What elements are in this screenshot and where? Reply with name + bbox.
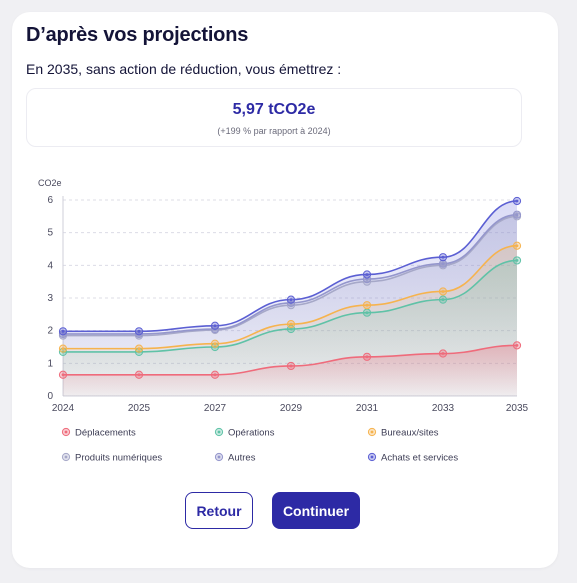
data-point-core xyxy=(441,255,445,259)
legend-marker-core xyxy=(64,455,68,459)
data-point-core xyxy=(137,329,141,333)
y-tick-label: 2 xyxy=(47,326,53,337)
legend-marker-core xyxy=(64,430,68,434)
data-point-core xyxy=(289,298,293,302)
result-comparison: (+199 % par rapport à 2024) xyxy=(217,126,331,136)
data-point-core xyxy=(515,343,519,347)
data-point-core xyxy=(289,364,293,368)
y-tick-label: 0 xyxy=(47,391,53,402)
y-tick-label: 3 xyxy=(47,293,53,304)
legend-marker-core xyxy=(370,455,374,459)
data-point-core xyxy=(365,355,369,359)
data-point-core xyxy=(441,290,445,293)
data-point-core xyxy=(213,342,217,346)
page-subtitle: En 2035, sans action de réduction, vous … xyxy=(26,61,342,77)
data-point-core xyxy=(365,273,369,276)
data-point-core xyxy=(365,311,369,315)
data-point-core xyxy=(137,347,141,351)
data-point-core xyxy=(441,262,445,266)
x-tick-label: 2027 xyxy=(204,403,227,414)
data-point-core xyxy=(441,352,445,355)
data-point-core xyxy=(137,373,141,377)
data-point-core xyxy=(61,347,65,351)
data-point-core xyxy=(515,259,519,262)
area-d-placements xyxy=(63,345,517,396)
data-point-core xyxy=(289,322,293,326)
legend-label-deplacements: Déplacements xyxy=(75,428,136,439)
y-tick-label: 6 xyxy=(47,195,53,206)
y-tick-label: 4 xyxy=(47,260,53,271)
data-point-core xyxy=(213,373,217,377)
legend-label-produits-numeriques: Produits numériques xyxy=(75,453,162,464)
x-tick-label: 2025 xyxy=(128,403,151,414)
page-title: D’après vos projections xyxy=(26,24,249,46)
data-point-core xyxy=(515,213,519,217)
data-point-core xyxy=(213,324,217,328)
data-point-core xyxy=(61,329,65,333)
legend-label-autres: Autres xyxy=(228,453,256,464)
x-tick-label: 2033 xyxy=(432,403,455,414)
x-tick-label: 2024 xyxy=(52,403,75,414)
legend-label-achats-et-services: Achats et services xyxy=(381,453,458,464)
y-tick-label: 5 xyxy=(47,228,53,239)
data-point-core xyxy=(289,327,293,331)
x-tick-label: 2029 xyxy=(280,403,303,414)
legend-label-operations: Opérations xyxy=(228,428,275,439)
data-point-core xyxy=(515,244,519,248)
continue-button[interactable]: Continuer xyxy=(272,492,360,529)
y-tick-label: 1 xyxy=(47,358,53,369)
data-point-core xyxy=(441,298,445,302)
data-point-core xyxy=(61,373,65,377)
result-value: 5,97 tCO2e xyxy=(232,101,316,118)
y-axis-label: CO2e xyxy=(38,178,62,188)
data-point-core xyxy=(289,303,293,307)
result-box: 5,97 tCO2e (+199 % par rapport à 2024) xyxy=(26,88,522,147)
data-point-core xyxy=(365,303,369,307)
back-button[interactable]: Retour xyxy=(185,492,253,529)
legend-label-bureaux-sites: Bureaux/sites xyxy=(381,428,439,439)
legend-marker-core xyxy=(217,430,221,434)
legend-marker-core xyxy=(217,455,221,459)
x-tick-label: 2035 xyxy=(506,403,529,414)
x-tick-label: 2031 xyxy=(356,403,379,414)
legend-marker-core xyxy=(370,430,374,434)
data-point-core xyxy=(515,199,519,203)
